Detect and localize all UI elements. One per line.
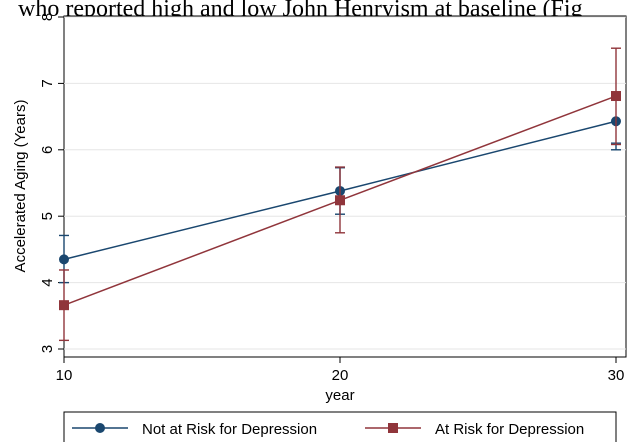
y-tick-label: 8 — [39, 13, 56, 21]
legend-marker — [388, 423, 398, 433]
plot-area: 3 4 5 6 7 8 10 20 30 — [39, 13, 627, 384]
y-tick-label: 3 — [39, 345, 56, 353]
y-tick-label: 7 — [39, 79, 56, 87]
data-point — [59, 254, 69, 265]
y-tick-label: 6 — [39, 146, 56, 154]
data-point — [611, 91, 621, 102]
y-tick-label: 5 — [39, 212, 56, 220]
data-point — [335, 195, 345, 206]
legend-label: At Risk for Depression — [435, 421, 584, 438]
x-axis-title: year — [325, 387, 354, 404]
x-tick-label: 20 — [332, 367, 349, 384]
y-tick-label: 4 — [39, 278, 56, 286]
legend-marker — [95, 423, 105, 433]
data-point — [59, 300, 69, 311]
x-tick-label: 10 — [56, 367, 73, 384]
x-tick-label: 30 — [608, 367, 625, 384]
legend: Not at Risk for Depression At Risk for De… — [63, 411, 617, 442]
plot-frame — [63, 15, 627, 358]
y-axis-title: Accelerated Aging (Years) — [12, 100, 29, 273]
legend-label: Not at Risk for Depression — [142, 421, 317, 438]
series-2 — [59, 47, 621, 342]
legend-box — [63, 411, 617, 442]
